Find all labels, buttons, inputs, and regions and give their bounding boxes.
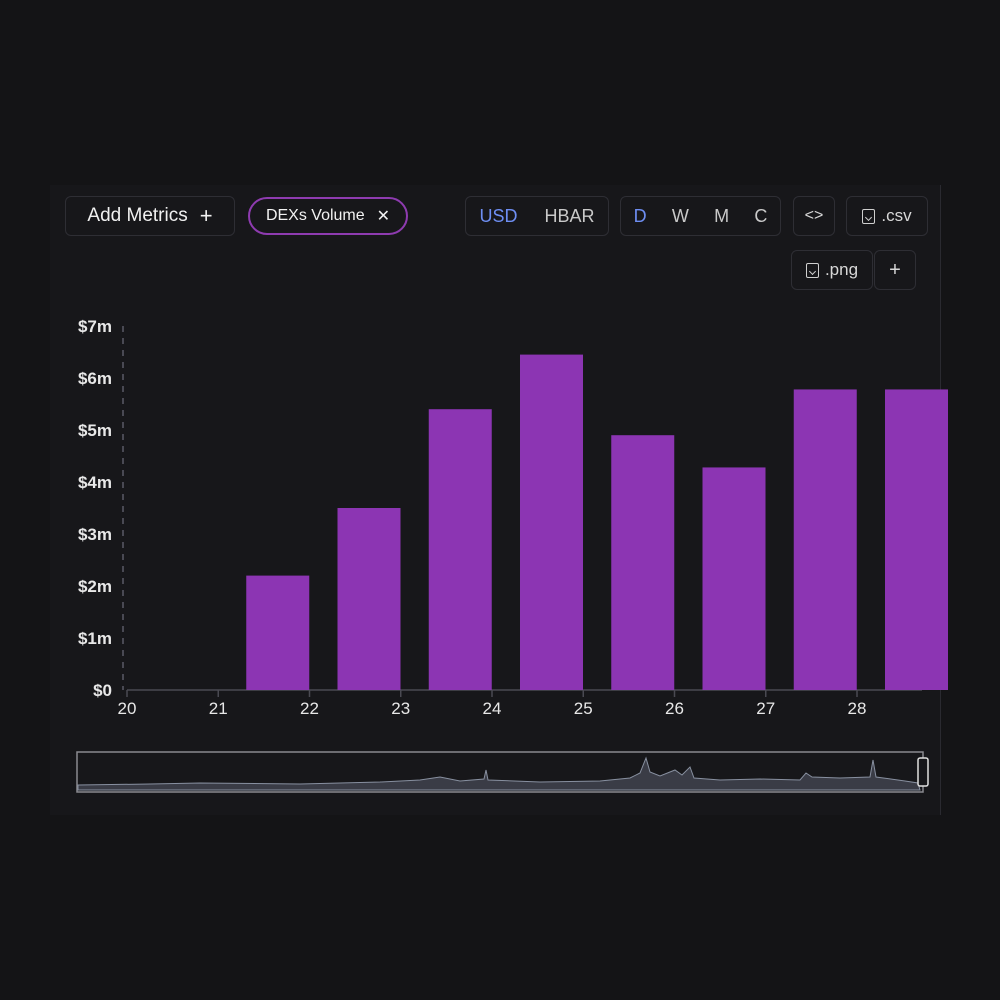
png-label: .png [824, 260, 859, 279]
metric-chip-label: DEXs Volume [265, 207, 365, 224]
add-metrics-label: Add Metrics [87, 205, 188, 226]
plus-icon: + [199, 203, 213, 228]
period-toggle: D W M C [620, 196, 781, 236]
embed-button[interactable]: <> [793, 196, 835, 236]
add-metrics-button[interactable]: Add Metrics + [65, 196, 235, 236]
period-option-c[interactable]: C [754, 205, 768, 226]
download-file-icon [805, 262, 819, 278]
csv-label: .csv [881, 206, 912, 225]
chart-panel [50, 185, 941, 815]
close-icon[interactable]: ✕ [376, 208, 391, 225]
download-csv-button[interactable]: .csv [846, 196, 928, 236]
code-icon: <> [804, 207, 824, 224]
currency-option-usd[interactable]: USD [479, 205, 518, 226]
more-options-button[interactable]: + [874, 250, 916, 290]
currency-toggle: USD HBAR [465, 196, 609, 236]
download-png-button[interactable]: .png [791, 250, 873, 290]
currency-option-hbar[interactable]: HBAR [544, 205, 595, 226]
period-option-d[interactable]: D [633, 205, 647, 226]
metric-chip-dexs-volume[interactable]: DEXs Volume ✕ [248, 197, 408, 235]
download-file-icon [862, 208, 876, 224]
period-option-w[interactable]: W [671, 205, 689, 226]
plus-icon: + [889, 258, 901, 281]
period-option-m[interactable]: M [714, 205, 730, 226]
